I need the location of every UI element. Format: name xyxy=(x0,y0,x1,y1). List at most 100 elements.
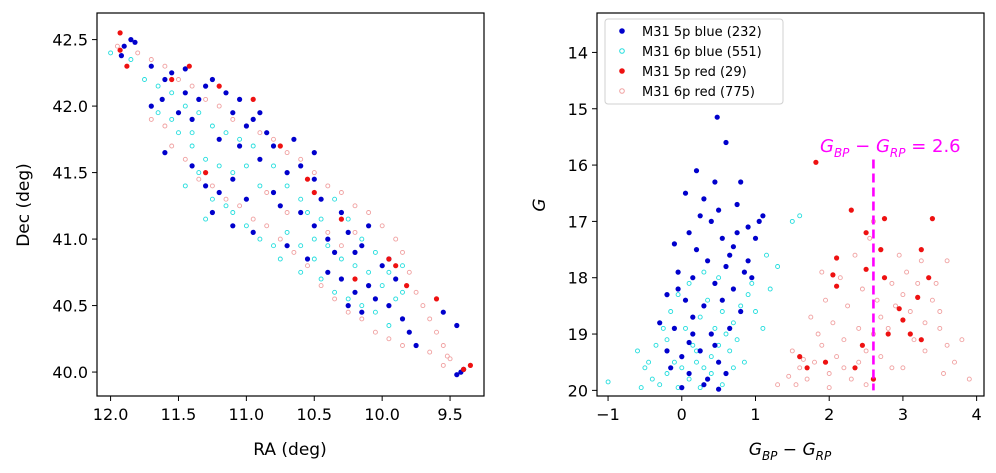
left-point xyxy=(216,83,222,89)
right-point xyxy=(723,139,729,146)
left-x-tick-label: 9.5 xyxy=(437,405,462,424)
right-point xyxy=(753,309,758,314)
left-point xyxy=(196,176,202,182)
left-point xyxy=(223,196,229,202)
left-point xyxy=(223,203,229,209)
left-point xyxy=(216,103,222,109)
right-point xyxy=(834,255,840,261)
right-point xyxy=(881,275,888,281)
right-point xyxy=(675,269,681,275)
left-point xyxy=(325,229,331,235)
right-point xyxy=(852,252,858,258)
right-point xyxy=(693,247,700,253)
left-point xyxy=(257,130,263,136)
right-point xyxy=(878,314,884,320)
left-series-3 xyxy=(114,43,453,368)
left-point xyxy=(271,163,276,169)
right-point xyxy=(705,297,711,303)
right-point xyxy=(690,342,696,348)
left-point xyxy=(298,209,304,216)
left-point xyxy=(216,189,222,196)
left-point xyxy=(440,309,446,315)
right-point xyxy=(686,339,692,346)
left-point xyxy=(271,136,276,142)
right-point xyxy=(959,337,965,343)
right-point xyxy=(856,325,862,331)
right-point xyxy=(926,275,932,281)
left-point xyxy=(203,216,209,222)
right-point xyxy=(941,371,946,376)
left-point xyxy=(230,176,236,182)
left-point xyxy=(434,329,439,335)
left-point xyxy=(311,223,317,229)
right-y-tick-label: 16 xyxy=(568,156,588,175)
legend-item: M31 6p red (775) xyxy=(619,85,755,100)
right-point xyxy=(915,294,921,300)
right-point xyxy=(730,286,737,292)
left-chart: 12.0 11.5 11.0 10.5 10.0 9.5 40.0 40.5 41.0 41.5… xyxy=(14,12,485,460)
right-point xyxy=(845,303,851,309)
left-point xyxy=(366,269,372,275)
left-point xyxy=(270,189,277,196)
right-point xyxy=(904,269,910,275)
right-point xyxy=(683,325,688,331)
left-point xyxy=(117,47,123,53)
left-point xyxy=(440,362,446,368)
left-point xyxy=(203,83,209,89)
right-point xyxy=(708,371,714,376)
left-point xyxy=(298,243,304,249)
right-point xyxy=(813,159,819,165)
right-point xyxy=(937,309,943,314)
left-point xyxy=(243,223,249,229)
left-point xyxy=(379,263,385,269)
left-point xyxy=(467,362,473,368)
right-point xyxy=(922,348,928,354)
right-point xyxy=(686,280,692,286)
left-point xyxy=(155,110,161,116)
left-point xyxy=(386,303,392,309)
left-y-tick-label: 41.5 xyxy=(52,164,88,183)
right-point xyxy=(859,286,865,292)
right-point xyxy=(878,247,884,253)
left-point xyxy=(230,110,236,116)
right-point xyxy=(738,303,744,309)
left-point xyxy=(440,343,446,348)
left-point xyxy=(148,63,154,69)
right-point xyxy=(712,342,718,348)
left-point xyxy=(366,283,372,289)
left-y-tick-label: 40.0 xyxy=(52,363,88,382)
left-point xyxy=(209,76,215,83)
left-point xyxy=(338,276,344,282)
xlabel-base-2: G xyxy=(802,440,815,460)
right-point xyxy=(933,280,939,286)
left-point xyxy=(379,223,385,229)
left-x-tick-label: 11.5 xyxy=(161,405,197,424)
right-point xyxy=(719,309,725,314)
left-point xyxy=(372,329,378,335)
right-x-ticks: −1 0 1 2 3 4 xyxy=(596,396,982,424)
left-point xyxy=(162,150,168,156)
left-point xyxy=(209,123,215,129)
right-point xyxy=(859,342,866,348)
left-x-tick-label: 12.0 xyxy=(93,405,129,424)
left-point xyxy=(311,170,317,176)
right-point xyxy=(915,280,921,286)
left-point xyxy=(318,276,324,282)
left-point xyxy=(332,289,338,295)
left-point xyxy=(413,289,419,295)
left-point xyxy=(162,63,168,69)
right-point xyxy=(929,216,936,222)
left-point xyxy=(148,116,154,122)
left-point xyxy=(124,63,130,69)
left-data-points xyxy=(108,30,473,378)
left-point xyxy=(400,343,405,348)
right-point xyxy=(745,292,751,298)
left-point xyxy=(223,90,229,96)
left-point xyxy=(386,269,392,275)
right-point xyxy=(708,331,714,337)
right-point xyxy=(863,382,869,388)
left-point xyxy=(159,96,165,102)
left-x-ticks: 12.0 11.5 11.0 10.5 10.0 9.5 xyxy=(93,396,463,424)
left-point xyxy=(311,189,317,196)
left-point xyxy=(345,309,351,315)
